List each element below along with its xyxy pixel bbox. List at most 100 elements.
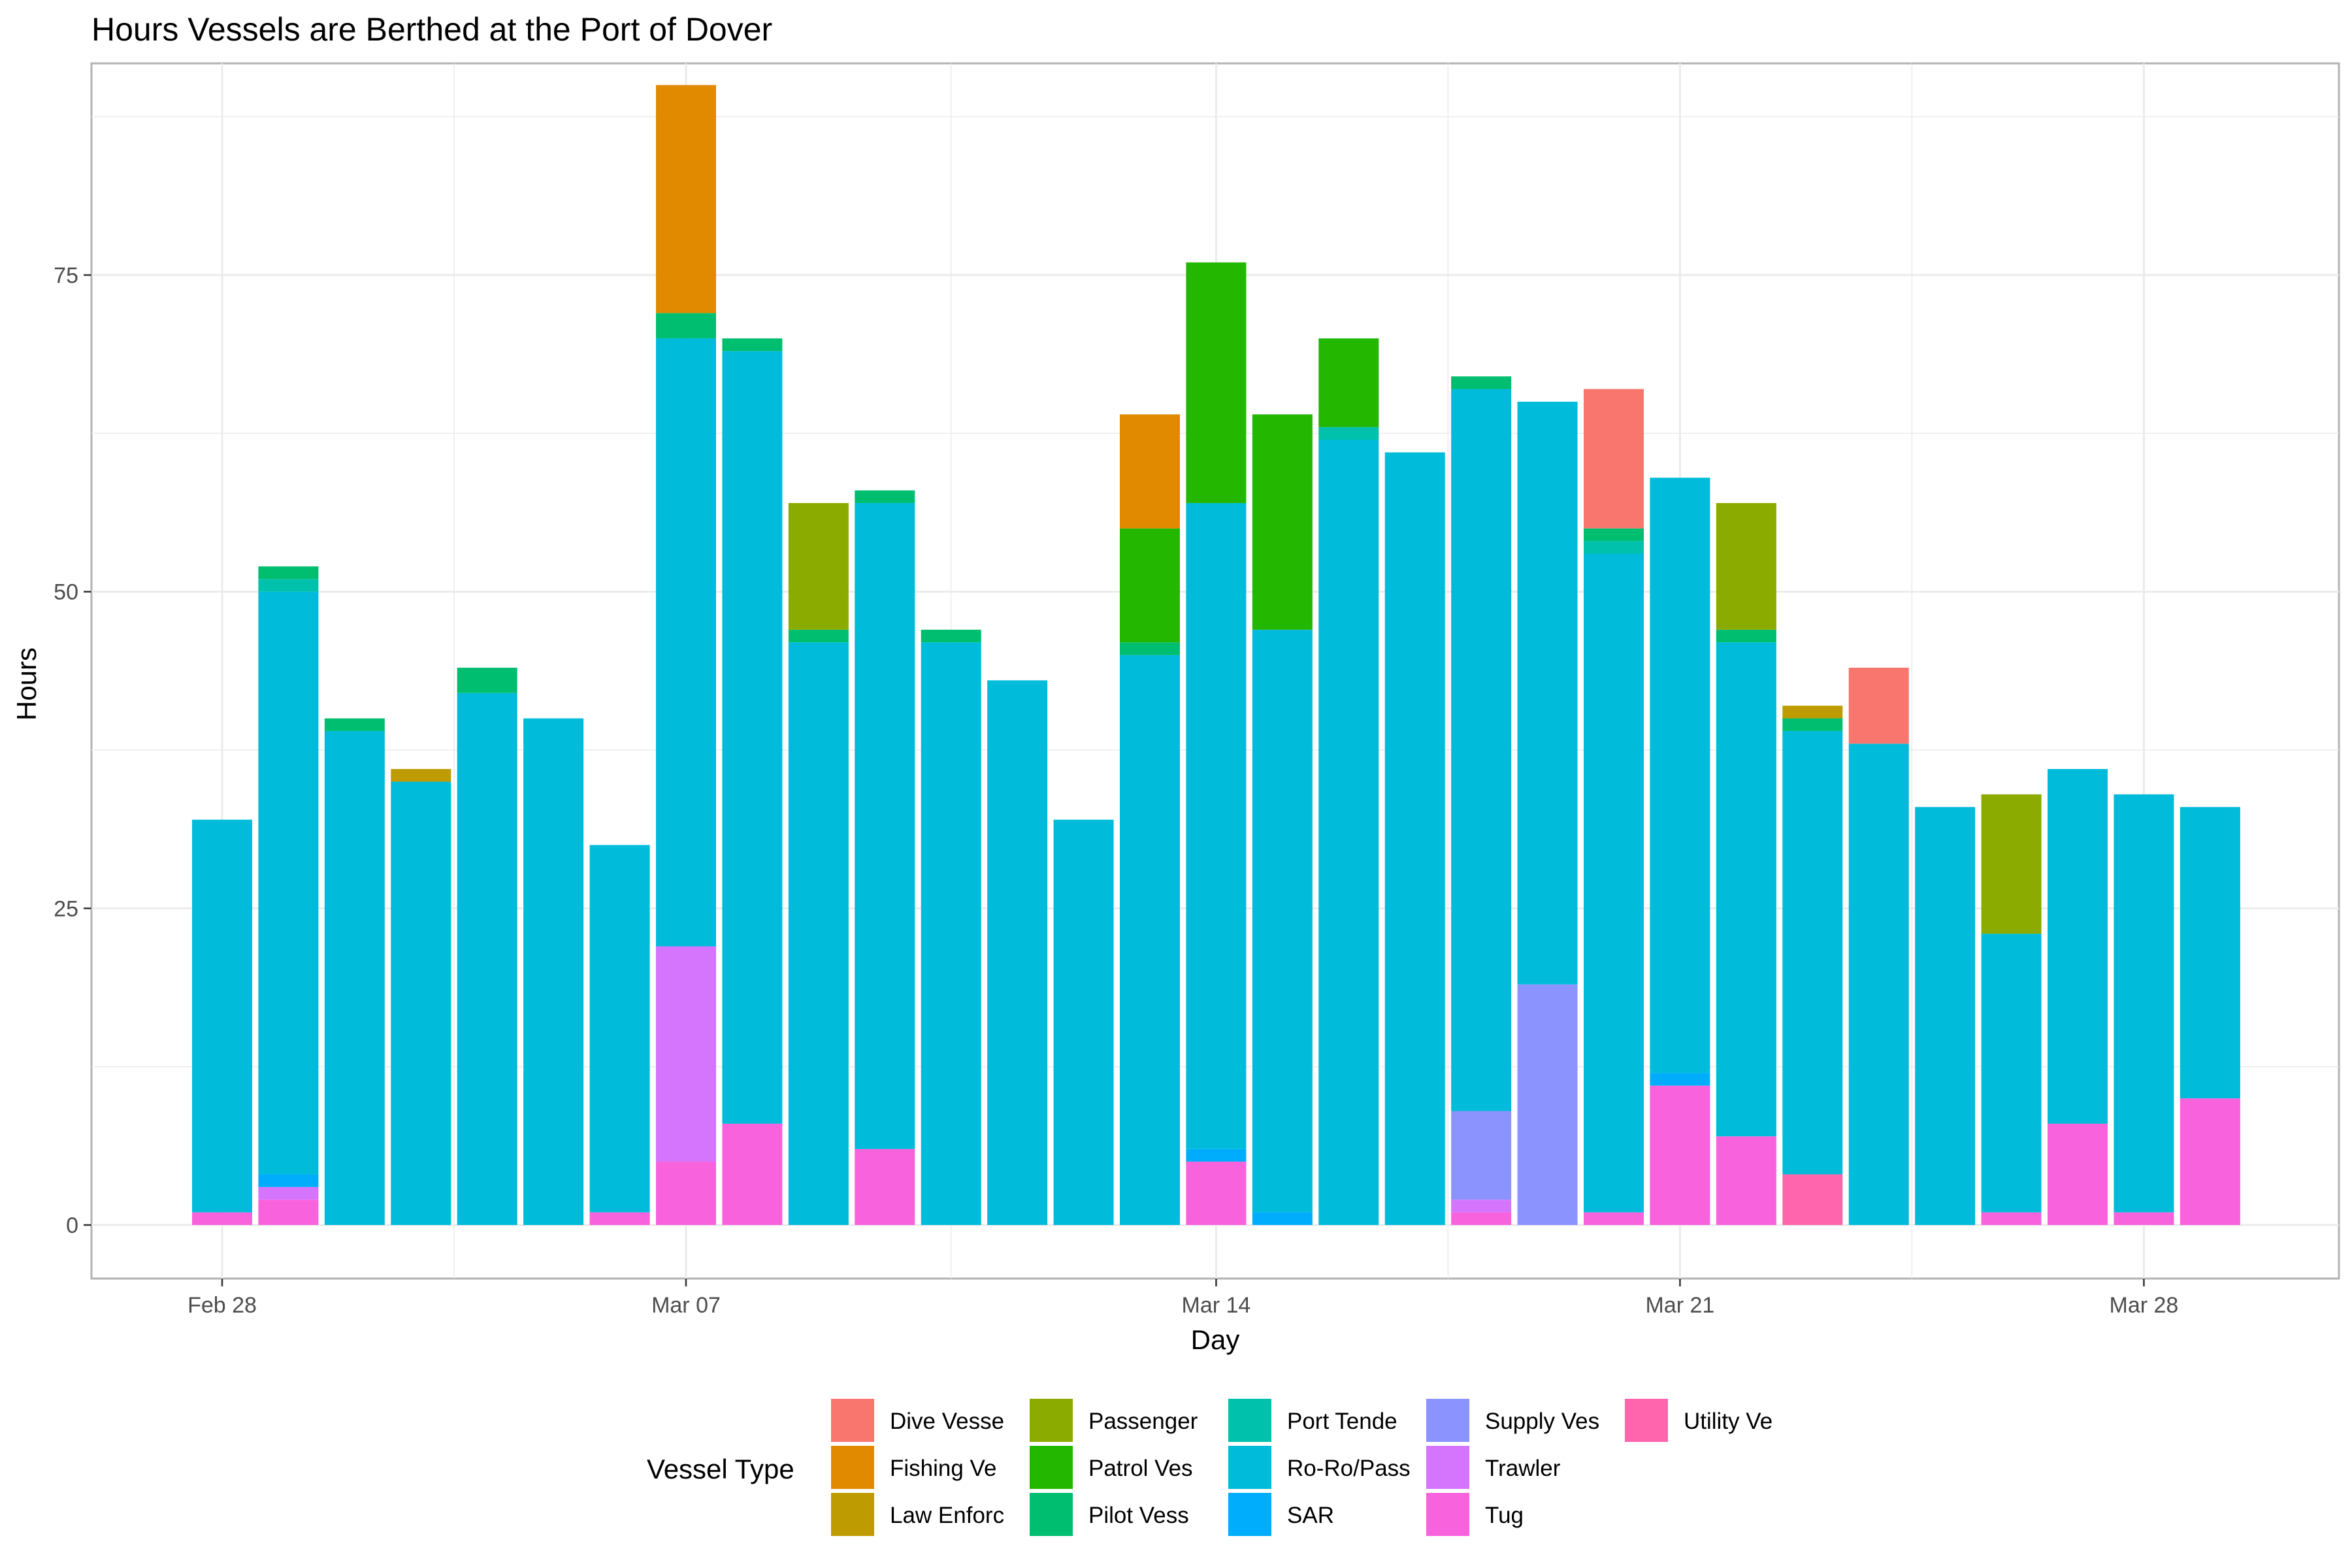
bar-segment-ro-ro-pass bbox=[987, 680, 1048, 1225]
legend-item-ro-ro-pass: Ro-Ro/Pass bbox=[1228, 1446, 1411, 1489]
bar-stack-mar-16 bbox=[1252, 414, 1313, 1225]
bar-stack-mar-03 bbox=[457, 667, 517, 1225]
bar-stack-mar-20 bbox=[1517, 401, 1578, 1225]
bar-stack-mar-05 bbox=[589, 845, 650, 1225]
bar-segment-ro-ro-pass bbox=[1650, 478, 1710, 1073]
bar-segment-pilot-vess bbox=[457, 667, 517, 693]
legend-item-utility-ve: Utility Ve bbox=[1625, 1399, 1772, 1442]
legend-swatch bbox=[1426, 1399, 1469, 1442]
bar-stack-mar-11 bbox=[921, 629, 981, 1225]
legend-label: Tug bbox=[1485, 1503, 1524, 1528]
bar-stack-feb-28 bbox=[192, 819, 252, 1225]
legend-swatch bbox=[1426, 1493, 1469, 1536]
bar-segment-supply-ves bbox=[1517, 984, 1578, 1225]
bar-segment-ro-ro-pass bbox=[1384, 452, 1445, 1225]
x-tick-label: Feb 28 bbox=[188, 1293, 257, 1318]
bar-stack-mar-04 bbox=[523, 718, 584, 1225]
bar-stack-mar-07 bbox=[656, 85, 716, 1225]
bar-stack-mar-29 bbox=[2114, 794, 2174, 1225]
bar-segment-patrol-ves bbox=[1120, 528, 1180, 643]
y-tick-label: 25 bbox=[54, 896, 78, 921]
bar-stack-mar-09 bbox=[788, 502, 849, 1225]
bar-segment-ro-ro-pass bbox=[1716, 642, 1776, 1137]
bar-segment-utility-ve bbox=[1782, 1174, 1843, 1225]
legend-item-law-enforc: Law Enforc bbox=[831, 1493, 1004, 1536]
bar-segment-ro-ro-pass bbox=[1517, 401, 1578, 985]
bar-segment-ro-ro-pass bbox=[391, 781, 451, 1225]
legend-label: Port Tende bbox=[1287, 1409, 1397, 1434]
bar-stack-mar-14 bbox=[1120, 414, 1180, 1225]
bar-stack-mar-02 bbox=[391, 769, 451, 1225]
legend-swatch bbox=[1228, 1493, 1271, 1536]
bar-segment-fishing-ve bbox=[1120, 414, 1180, 529]
bar-segment-tug bbox=[1451, 1212, 1512, 1225]
legend-swatch bbox=[1030, 1399, 1073, 1442]
legend-title: Vessel Type bbox=[647, 1454, 794, 1484]
bar-segment-dive-vesse bbox=[1848, 667, 1909, 744]
legend-item-trawler: Trawler bbox=[1426, 1446, 1561, 1489]
bar-segment-tug bbox=[1981, 1212, 2042, 1225]
bar-segment-port-tende bbox=[258, 579, 319, 592]
legend-swatch bbox=[1030, 1493, 1073, 1536]
bar-segment-ro-ro-pass bbox=[2048, 769, 2108, 1124]
bar-stack-mar-25 bbox=[1848, 667, 1909, 1225]
bar-segment-ro-ro-pass bbox=[855, 502, 915, 1149]
bar-segment-trawler bbox=[1451, 1200, 1512, 1213]
bar-stack-mar-22 bbox=[1650, 478, 1710, 1225]
bar-segment-ro-ro-pass bbox=[1451, 389, 1512, 1111]
bar-segment-tug bbox=[2180, 1098, 2240, 1225]
bar-segment-pilot-vess bbox=[855, 490, 915, 503]
bar-stack-mar-10 bbox=[855, 490, 915, 1225]
legend-item-pilot-vess: Pilot Vess bbox=[1030, 1493, 1189, 1536]
bar-stack-mar-23 bbox=[1716, 502, 1776, 1225]
legend: Vessel Type Dive Vesse Fishing Ve Law Enfo… bbox=[647, 1399, 1772, 1536]
bar-segment-fishing-ve bbox=[656, 85, 716, 314]
x-axis: Feb 28 Mar 07 Mar 14 Mar 21 Mar 28 bbox=[188, 1279, 2178, 1318]
bar-segment-ro-ro-pass bbox=[523, 718, 584, 1225]
bar-segment-pilot-vess bbox=[1584, 528, 1644, 542]
bar-stack-mar-26 bbox=[1915, 807, 1976, 1225]
bar-segment-ro-ro-pass bbox=[2114, 794, 2174, 1213]
bar-segment-pilot-vess bbox=[324, 718, 385, 731]
legend-item-tug: Tug bbox=[1426, 1493, 1524, 1536]
bar-segment-ro-ro-pass bbox=[788, 642, 849, 1225]
legend-swatch bbox=[831, 1446, 874, 1489]
legend-label: Law Enforc bbox=[890, 1503, 1004, 1528]
legend-item-port-tende: Port Tende bbox=[1228, 1399, 1397, 1442]
legend-label: Supply Ves bbox=[1485, 1409, 1599, 1434]
legend-item-passenger: Passenger bbox=[1030, 1399, 1198, 1442]
bar-segment-trawler bbox=[258, 1186, 319, 1200]
bar-stack-mar-19 bbox=[1451, 376, 1512, 1225]
bar-segment-ro-ro-pass bbox=[656, 338, 716, 947]
bar-segment-patrol-ves bbox=[1252, 414, 1313, 630]
bar-segment-tug bbox=[2048, 1123, 2108, 1225]
bar-segment-ro-ro-pass bbox=[1186, 502, 1247, 1149]
bar-segment-ro-ro-pass bbox=[1120, 655, 1180, 1225]
legend-swatch bbox=[1030, 1446, 1073, 1489]
legend-label: Pilot Vess bbox=[1088, 1503, 1189, 1528]
bar-segment-pilot-vess bbox=[1120, 642, 1180, 655]
bar-stack-feb-29 bbox=[258, 566, 319, 1225]
bar-segment-ro-ro-pass bbox=[589, 845, 650, 1213]
bar-segment-trawler bbox=[656, 946, 716, 1162]
x-tick-label: Mar 14 bbox=[1182, 1293, 1251, 1318]
bar-segment-tug bbox=[656, 1162, 716, 1225]
bar-segment-law-enforc bbox=[391, 769, 451, 782]
bar-segment-tug bbox=[1584, 1212, 1644, 1225]
bar-segment-passenger bbox=[1981, 794, 2042, 934]
bar-stack-mar-27 bbox=[1981, 794, 2042, 1225]
bar-segment-tug bbox=[1650, 1085, 1710, 1225]
legend-label: Dive Vesse bbox=[890, 1409, 1004, 1434]
bar-segment-sar bbox=[1186, 1149, 1247, 1162]
bar-segment-passenger bbox=[788, 502, 849, 630]
legend-item-fishing-ve: Fishing Ve bbox=[831, 1446, 996, 1489]
bar-segment-port-tende bbox=[1584, 541, 1644, 554]
bar-stack-mar-28 bbox=[2048, 769, 2108, 1225]
legend-swatch bbox=[1228, 1399, 1271, 1442]
bar-segment-pilot-vess bbox=[921, 629, 981, 643]
bar-segment-ro-ro-pass bbox=[1848, 743, 1909, 1225]
y-tick-label: 50 bbox=[54, 580, 78, 605]
legend-item-sar: SAR bbox=[1228, 1493, 1334, 1536]
bar-segment-ro-ro-pass bbox=[457, 693, 517, 1225]
